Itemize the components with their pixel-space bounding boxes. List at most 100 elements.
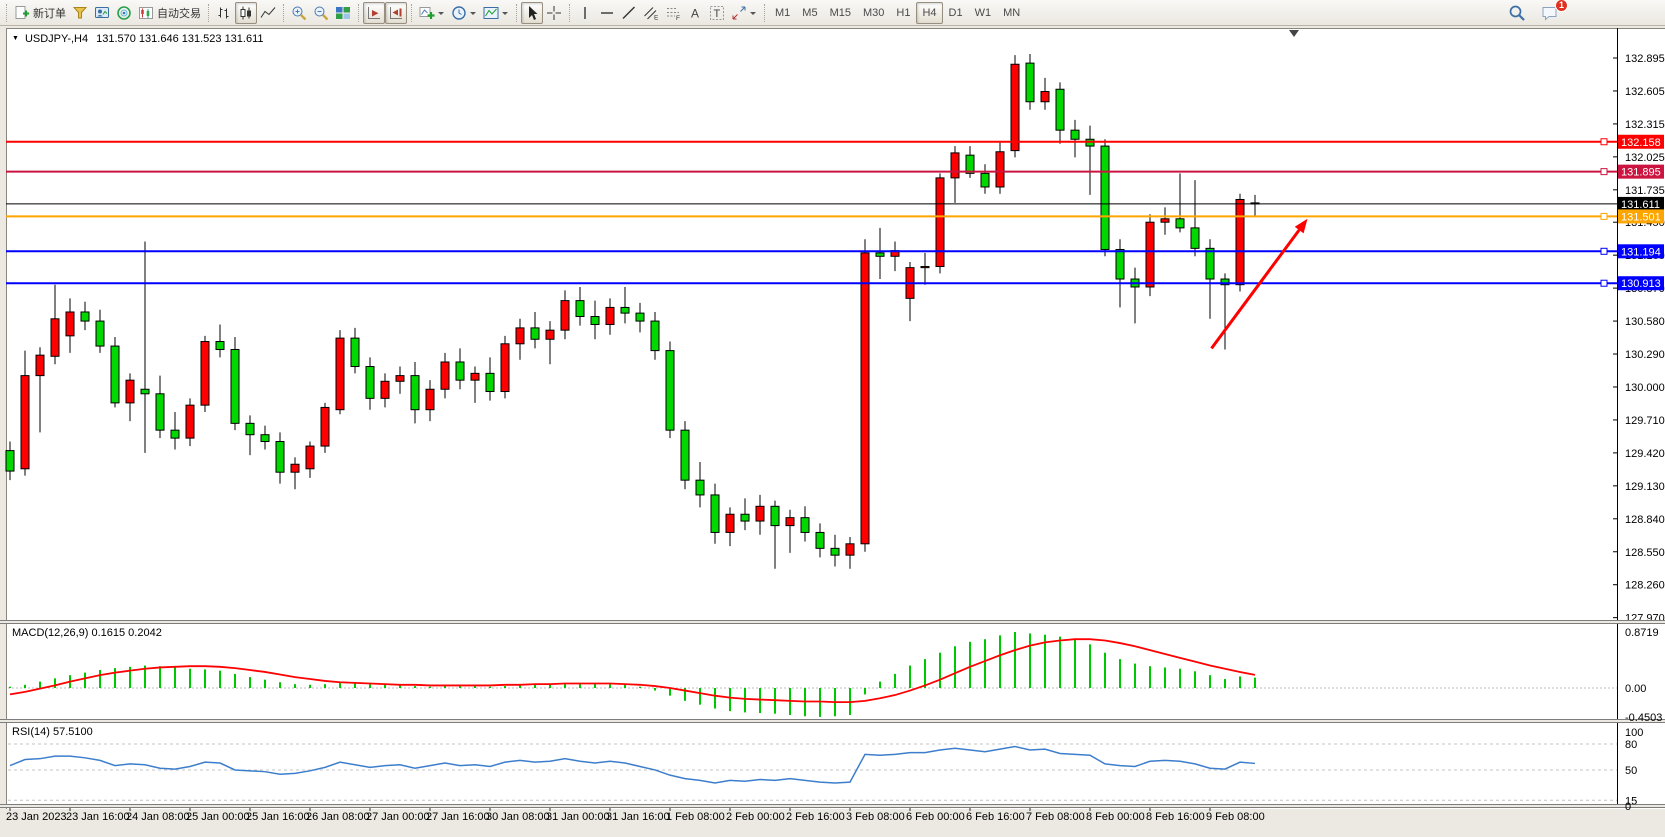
search-button[interactable] [1505, 2, 1529, 24]
svg-text:23 Jan 16:00: 23 Jan 16:00 [66, 811, 130, 823]
fibonacci-button[interactable]: F [662, 2, 684, 24]
svg-text:31 Jan 16:00: 31 Jan 16:00 [606, 811, 670, 823]
horizontal-line-button[interactable] [596, 2, 618, 24]
svg-text:A: A [691, 6, 699, 20]
price-level-badge: 131.895 [1618, 164, 1664, 179]
timeframe-d1-button[interactable]: D1 [943, 2, 969, 24]
svg-text:27 Jan 00:00: 27 Jan 00:00 [366, 811, 430, 823]
chart-shift-icon [388, 5, 404, 21]
dropdown-caret-icon [502, 11, 508, 18]
notification-badge: 1 [1555, 0, 1568, 12]
zoom-out-button[interactable] [310, 2, 332, 24]
level-handle[interactable] [1600, 138, 1608, 146]
zoom-in-button[interactable] [288, 2, 310, 24]
toolbar-grip [764, 3, 765, 22]
timeframe-w1-button[interactable]: W1 [969, 2, 998, 24]
panel-separator[interactable] [0, 620, 1665, 624]
svg-text:F: F [676, 15, 680, 21]
equidistant-channel-icon: E [643, 5, 659, 21]
timeframe-h4-button[interactable]: H4 [916, 1, 943, 24]
notifications-button[interactable]: 1 [1538, 0, 1568, 24]
dropdown-caret-icon [438, 11, 444, 18]
svg-text:130.913: 130.913 [1621, 278, 1661, 290]
svg-text:7 Feb 08:00: 7 Feb 08:00 [1026, 811, 1085, 823]
cursor-button[interactable] [521, 1, 543, 24]
timeframe-h1-button[interactable]: H1 [890, 2, 916, 24]
templates-icon [483, 5, 499, 21]
equidistant-channel-button[interactable]: E [640, 2, 662, 24]
timeframe-m1-button[interactable]: M1 [769, 2, 796, 24]
market-watch-button[interactable] [69, 2, 91, 24]
svg-text:2 Feb 00:00: 2 Feb 00:00 [726, 811, 785, 823]
text-label-button[interactable]: T [706, 2, 728, 24]
svg-text:131.501: 131.501 [1621, 211, 1661, 223]
chart-shift-marker-icon[interactable] [1289, 30, 1299, 37]
auto-scroll-button[interactable] [363, 1, 385, 24]
new-order-button[interactable]: 新订单 [11, 2, 69, 24]
timeframe-m15-button[interactable]: M15 [824, 2, 857, 24]
svg-text:25 Jan 00:00: 25 Jan 00:00 [186, 811, 250, 823]
timeframe-m30-button[interactable]: M30 [857, 2, 890, 24]
svg-text:31 Jan 00:00: 31 Jan 00:00 [546, 811, 610, 823]
svg-text:30 Jan 08:00: 30 Jan 08:00 [486, 811, 550, 823]
svg-text:100: 100 [1625, 727, 1643, 739]
panel-separator[interactable] [0, 804, 1665, 808]
candles [5, 54, 1260, 569]
fibonacci-icon: F [665, 5, 681, 21]
toolbar: 新订单 自动交易 [0, 0, 1665, 26]
chart-shift-button[interactable] [385, 1, 407, 24]
svg-text:0: 0 [1625, 801, 1631, 813]
level-handle[interactable] [1600, 279, 1608, 287]
trend-arrow-annotation[interactable] [1210, 218, 1308, 350]
timeframe-mn-button[interactable]: MN [997, 2, 1026, 24]
macd-axis: 0.8719 0.00 -0.4503 [1625, 627, 1662, 724]
text-button[interactable]: A [684, 2, 706, 24]
data-window-button[interactable] [113, 2, 135, 24]
toolbar-grip [208, 3, 209, 22]
toolbar-grip [569, 3, 570, 22]
svg-text:E: E [654, 14, 659, 21]
new-order-icon [14, 5, 30, 21]
trendline-icon [621, 5, 637, 21]
timeframe-m5-button[interactable]: M5 [796, 2, 823, 24]
toolbar-grip [358, 3, 359, 22]
svg-text:15: 15 [1625, 795, 1637, 807]
bar-chart-button[interactable] [213, 2, 235, 24]
indicators-button[interactable] [416, 2, 448, 24]
templates-button[interactable] [480, 2, 512, 24]
svg-text:129.420: 129.420 [1625, 448, 1665, 460]
level-handle[interactable] [1600, 247, 1608, 255]
svg-text:131.194: 131.194 [1621, 246, 1661, 258]
svg-text:128.260: 128.260 [1625, 580, 1665, 592]
dropdown-caret-icon [470, 11, 476, 18]
level-handle[interactable] [1600, 212, 1608, 220]
arrows-icon [731, 5, 747, 21]
navigator-button[interactable] [91, 2, 113, 24]
svg-text:8 Feb 00:00: 8 Feb 00:00 [1086, 811, 1145, 823]
price-level-badge: 132.158 [1618, 134, 1664, 149]
vertical-line-button[interactable] [574, 2, 596, 24]
tile-windows-button[interactable] [332, 2, 354, 24]
collapse-triangle-icon[interactable]: ▼ [12, 35, 19, 42]
cursor-icon [524, 5, 540, 21]
line-chart-button[interactable] [257, 2, 279, 24]
arrows-button[interactable] [728, 2, 760, 24]
trendline-button[interactable] [618, 2, 640, 24]
toolbar-grip [516, 3, 517, 22]
crosshair-button[interactable] [543, 2, 565, 24]
periods-button[interactable] [448, 2, 480, 24]
svg-text:T: T [714, 8, 721, 20]
market-watch-icon [72, 5, 88, 21]
price-level-badge: 130.913 [1618, 276, 1664, 291]
level-handle[interactable] [1600, 168, 1608, 176]
price-level-badge: 131.501 [1618, 209, 1664, 224]
chart-title: ▼ USDJPY-,H4 131.570 131.646 131.523 131.6… [12, 33, 264, 45]
candlestick-chart-button[interactable] [235, 1, 257, 24]
autotrading-button[interactable]: 自动交易 [135, 2, 204, 24]
panel-separator[interactable] [0, 719, 1665, 723]
svg-text:1 Feb 08:00: 1 Feb 08:00 [666, 811, 725, 823]
chart-window[interactable] [6, 28, 1665, 809]
